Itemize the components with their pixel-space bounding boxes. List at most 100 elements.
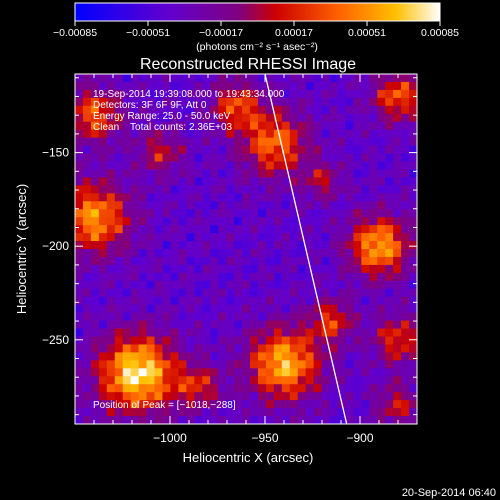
heatmap-cell [138,185,148,194]
heatmap-cell [409,256,417,266]
heatmap-cell [90,89,100,99]
heatmap-cell [218,304,227,314]
heatmap-cell [130,376,140,385]
heatmap-cell [202,336,211,346]
heatmap-cell [313,233,323,242]
heatmap-cell [401,97,410,107]
heatmap-cell [313,264,323,274]
heatmap-cell [170,249,179,258]
heatmap-cell [130,89,140,99]
heatmap-cell [353,352,362,361]
heatmap-cell [313,280,323,290]
heatmap-cell [106,177,116,186]
colorbar-tick-label: −0.00051 [126,27,170,39]
heatmap-cell [329,233,339,242]
heatmap-cell [186,249,195,258]
heatmap-cell [242,113,251,123]
heatmap-cell [265,312,275,322]
heatmap-cell [313,113,323,123]
heatmap-cell [337,408,347,417]
heatmap-cell [170,264,179,274]
heatmap-cell [289,344,299,354]
heatmap-cell [98,288,108,298]
heatmap-cell [329,328,339,338]
heatmap-cell [122,328,132,338]
heatmap-cell [226,416,235,424]
heatmap-cell [305,201,315,210]
heatmap-cell [138,256,148,266]
heatmap-cell [210,392,219,401]
heatmap-cell [178,137,187,147]
heatmap-cell [265,185,275,194]
heatmap-cell [154,288,164,298]
heatmap-cell [226,105,235,115]
heatmap-cell [234,161,243,171]
heatmap-cell [194,312,203,322]
heatmap-cell [273,336,283,346]
heatmap-cell [249,288,259,298]
heatmap-cell [242,272,251,282]
heatmap-cell [409,272,417,282]
heatmap-cell [75,288,84,298]
heatmap-cell [82,225,92,234]
heatmap-cell [162,209,172,218]
heatmap-cell [202,201,211,210]
heatmap-cell [178,193,187,202]
heatmap-cell [170,137,179,147]
heatmap-cell [393,336,402,346]
heatmap-cell [146,384,156,393]
heatmap-cell [369,137,378,147]
heatmap-cell [385,145,394,155]
heatmap-cell [130,169,140,179]
heatmap-cell [75,193,84,202]
heatmap-cell [162,241,172,250]
heatmap-cell [305,400,315,409]
heatmap-cell [218,209,227,218]
heatmap-cell [178,280,187,290]
heatmap-cell [289,81,299,91]
heatmap-cell [90,384,100,393]
heatmap-cell [114,241,124,250]
heatmap-cell [202,121,211,131]
heatmap-cell [146,137,156,147]
heatmap-cell [265,344,275,354]
heatmap-cell [210,304,219,314]
heatmap-cell [178,113,187,123]
heatmap-cell [329,137,339,147]
heatmap-cell [106,193,116,202]
heatmap-cell [162,304,172,314]
heatmap-cell [226,376,235,385]
heatmap-cell [98,153,108,163]
heatmap-cell [353,264,362,274]
heatmap-cell [249,97,259,107]
heatmap-cell [234,105,243,115]
heatmap-cell [281,416,291,424]
heatmap-cell [385,121,394,131]
heatmap-cell [273,352,283,361]
heatmap-cell [353,320,362,330]
heatmap-cell [401,81,410,91]
heatmap-cell [361,280,370,290]
heatmap-cell [265,241,275,250]
heatmap-cell [273,185,283,194]
heatmap-cell [345,256,354,266]
heatmap-cell [162,185,172,194]
heatmap-cell [289,256,299,266]
heatmap-cell [170,256,179,266]
heatmap-cell [329,288,339,298]
heatmap-cell [186,105,195,115]
heatmap-cell [281,137,291,147]
heatmap-cell [242,249,251,258]
heatmap-cell [377,360,386,369]
heatmap-cell [377,280,386,290]
heatmap-cell [281,97,291,107]
heatmap-cell [122,352,132,361]
heatmap-cell [90,352,100,361]
heatmap-cell [393,360,402,369]
heatmap-cell [106,344,116,354]
heatmap-cell [210,137,219,147]
heatmap-cell [82,320,92,330]
heatmap-cell [273,360,283,369]
heatmap-cell [249,368,259,377]
heatmap-cell [313,145,323,155]
